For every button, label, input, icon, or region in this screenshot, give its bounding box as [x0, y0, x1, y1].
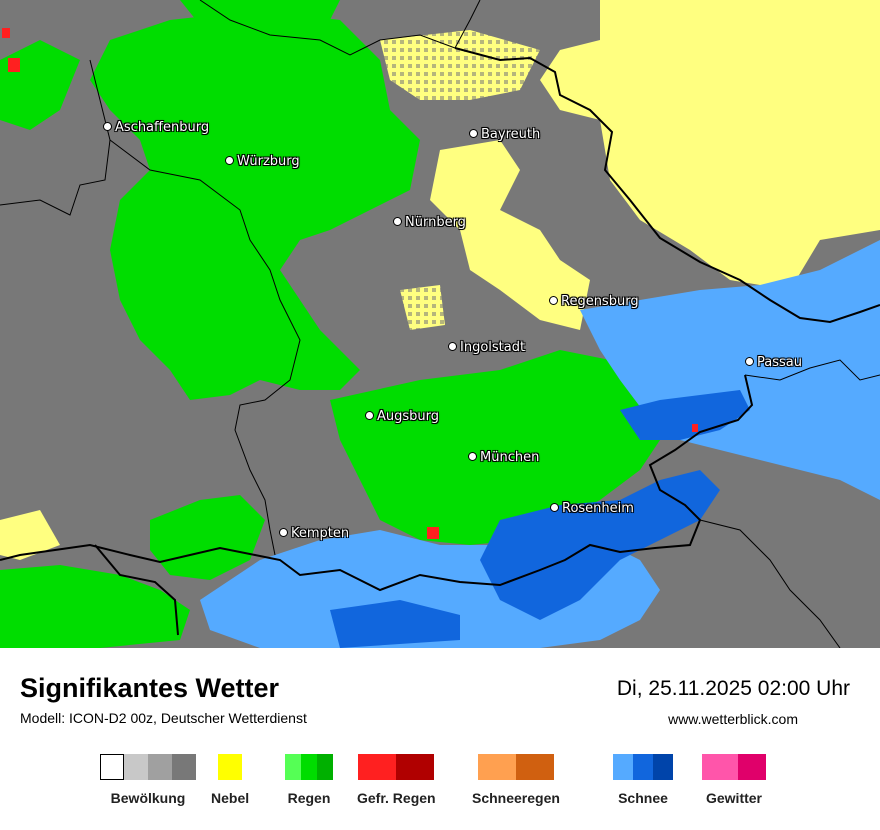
- state-border-thuringia: [199, 0, 456, 56]
- legend-swatch: [358, 754, 397, 780]
- city-label-nuernberg: Nürnberg: [393, 216, 466, 229]
- legend-swatches: [702, 754, 766, 780]
- legend-swatches: [211, 754, 249, 780]
- legend-swatch: [633, 754, 653, 780]
- legend-label: Gefr. Regen: [357, 790, 436, 806]
- city-label-regensburg: Regensburg: [549, 295, 639, 308]
- legend-swatch: [100, 754, 124, 780]
- country-border-austria: [0, 374, 754, 592]
- legend-swatches: [357, 754, 436, 780]
- snow-area-east: [580, 240, 880, 500]
- legend-swatch: [317, 754, 333, 780]
- legend-swatch: [613, 754, 633, 780]
- legend-swatch: [301, 754, 317, 780]
- fog-area-patch: [400, 285, 445, 330]
- city-label-kempten: Kempten: [279, 527, 349, 540]
- legend-swatch: [148, 754, 172, 780]
- legend-gewitter: Gewitter: [702, 754, 766, 806]
- rain-area-south: [330, 350, 660, 545]
- city-dot: [550, 503, 559, 512]
- weather-map: Aschaffenburg Würzburg Bayreuth Nürnberg…: [0, 0, 880, 648]
- city-label-aschaffenburg: Aschaffenburg: [103, 121, 209, 134]
- city-label-rosenheim: Rosenheim: [550, 502, 634, 515]
- city-label-muenchen: München: [468, 451, 539, 464]
- legend-swatches: [100, 754, 196, 780]
- legend-label: Nebel: [211, 790, 250, 806]
- legend-swatch: [172, 754, 196, 780]
- snow-area-heavy: [480, 470, 720, 620]
- forecast-datetime: Di, 25.11.2025 02:00 Uhr: [616, 677, 850, 700]
- legend-label: Schneeregen: [472, 790, 560, 806]
- rain-area-main: [90, 10, 420, 400]
- model-info: Modell: ICON-D2 00z, Deutscher Wetterdie…: [20, 710, 307, 726]
- legend-label: Schnee: [618, 790, 668, 806]
- city-dot: [549, 296, 558, 305]
- map-title: Signifikantes Wetter: [20, 673, 280, 703]
- legend-schnee: Schnee: [613, 754, 673, 806]
- legend-bewoelkung: Bewölkung: [100, 754, 196, 806]
- legend-swatch: [218, 754, 243, 780]
- city-label-passau: Passau: [745, 356, 802, 369]
- city-dot: [103, 122, 112, 131]
- legend-swatches: [613, 754, 673, 780]
- city-dot: [469, 129, 478, 138]
- freezing-rain-spot: [8, 58, 20, 72]
- city-dot: [393, 217, 402, 226]
- rain-area-allgaeu: [150, 495, 265, 580]
- website-link[interactable]: www.wetterblick.com: [668, 711, 798, 727]
- legend-swatch: [285, 754, 301, 780]
- legend-swatches: [285, 754, 333, 780]
- legend-swatches: [472, 754, 560, 780]
- weather-map-canvas: [0, 0, 880, 648]
- city-label-ingolstadt: Ingolstadt: [448, 341, 525, 354]
- freezing-rain-spot: [692, 424, 698, 432]
- fog-area-central: [430, 140, 590, 330]
- legend-gefr-regen: Gefr. Regen: [357, 754, 436, 806]
- legend-swatch: [396, 754, 435, 780]
- freezing-rain-spot: [427, 527, 439, 539]
- freezing-rain-spot: [2, 28, 10, 38]
- city-label-wuerzburg: Würzburg: [225, 155, 300, 168]
- city-label-augsburg: Augsburg: [365, 410, 439, 423]
- rain-area-north: [180, 0, 340, 30]
- fog-area-southwest: [0, 510, 60, 560]
- rain-area-southwest: [0, 565, 190, 648]
- legend-swatch: [702, 754, 738, 780]
- legend-schneeregen: Schneeregen: [472, 754, 560, 806]
- district-border-south: [699, 519, 841, 648]
- state-border-bw: [109, 139, 301, 556]
- legend-swatch: [124, 754, 148, 780]
- state-border-saxony: [454, 0, 481, 49]
- state-border-hesse: [0, 59, 111, 216]
- city-dot: [279, 528, 288, 537]
- city-dot: [745, 357, 754, 366]
- city-label-bayreuth: Bayreuth: [469, 128, 540, 141]
- district-border-east: [744, 359, 880, 381]
- legend-swatch: [477, 754, 516, 780]
- legend-label: Regen: [287, 790, 331, 806]
- country-border-czech: [454, 47, 880, 324]
- legend-swatch: [653, 754, 673, 780]
- legend-regen: Regen: [285, 754, 333, 806]
- country-border-lake: [94, 544, 179, 636]
- legend-nebel: Nebel: [211, 754, 249, 806]
- snow-area-southwest: [330, 600, 460, 648]
- fog-area-north: [380, 30, 540, 100]
- city-dot: [365, 411, 374, 420]
- map-footer: Signifikantes Wetter Modell: ICON-D2 00z…: [0, 648, 880, 830]
- fog-area-northeast: [540, 0, 880, 290]
- legend-label: Bewölkung: [110, 790, 186, 806]
- legend-swatch: [515, 754, 554, 780]
- city-dot: [225, 156, 234, 165]
- city-dot: [448, 342, 457, 351]
- legend-label: Gewitter: [705, 790, 762, 806]
- city-dot: [468, 452, 477, 461]
- legend-swatch: [738, 754, 766, 780]
